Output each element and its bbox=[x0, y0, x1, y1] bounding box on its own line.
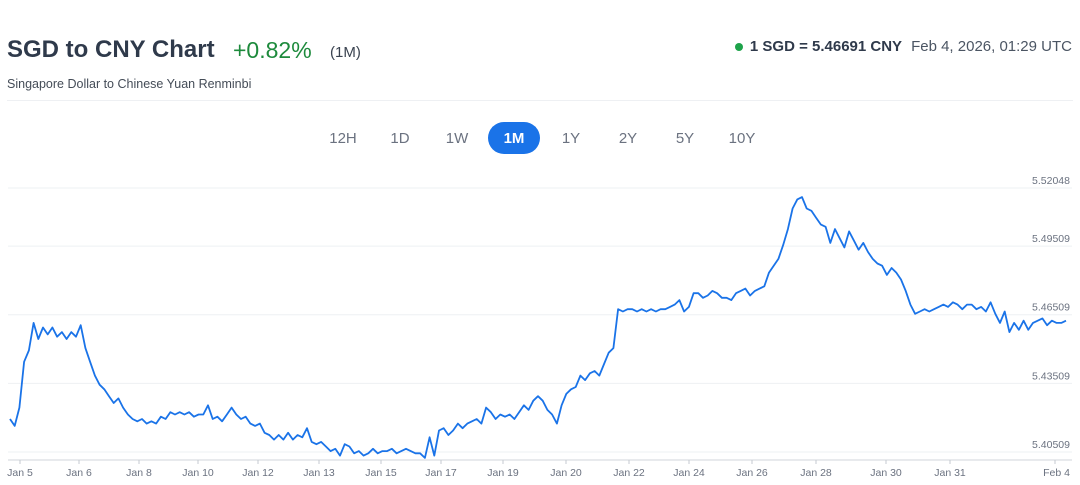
tab-10y[interactable]: 10Y bbox=[728, 129, 756, 147]
change-period: (1M) bbox=[330, 44, 361, 61]
x-tick-label: Jan 8 bbox=[126, 467, 152, 479]
x-tick-label: Jan 12 bbox=[242, 467, 274, 479]
tab-1d[interactable]: 1D bbox=[390, 129, 410, 147]
period-tabs: 12H 1D 1W 1M 1Y 2Y 5Y 10Y bbox=[317, 122, 773, 154]
rate-value: 1 SGD = 5.46691 CNY bbox=[749, 38, 903, 55]
page-title: SGD to CNY Chart bbox=[7, 36, 215, 63]
y-tick-label: 5.49509 bbox=[1032, 233, 1070, 245]
x-tick-label: Feb 4 bbox=[1043, 467, 1070, 479]
x-tick-label: Jan 17 bbox=[425, 467, 457, 479]
x-tick-label: Jan 13 bbox=[303, 467, 335, 479]
x-tick-label: Jan 24 bbox=[673, 467, 705, 479]
y-tick-label: 5.46509 bbox=[1032, 302, 1070, 314]
x-tick-label: Jan 28 bbox=[800, 467, 832, 479]
x-tick-label: Jan 22 bbox=[613, 467, 645, 479]
tab-1y[interactable]: 1Y bbox=[561, 129, 581, 147]
y-tick-label: 5.40509 bbox=[1032, 439, 1070, 451]
tab-12h[interactable]: 12H bbox=[329, 129, 357, 147]
page-subtitle: Singapore Dollar to Chinese Yuan Renminb… bbox=[7, 77, 252, 91]
x-tick-label: Jan 20 bbox=[550, 467, 582, 479]
x-tick-label: Jan 31 bbox=[934, 467, 966, 479]
x-tick-label: Jan 6 bbox=[66, 467, 92, 479]
y-axis-labels: 5.52048 5.49509 5.46509 5.43509 5.40509 bbox=[1032, 175, 1070, 451]
chart-grid bbox=[8, 187, 1072, 453]
y-tick-label: 5.43509 bbox=[1032, 370, 1070, 382]
live-status-icon bbox=[734, 42, 743, 51]
x-tick-label: Jan 30 bbox=[870, 467, 902, 479]
rate-timestamp: Feb 4, 2026, 01:29 UTC bbox=[911, 38, 1072, 55]
tab-1m[interactable]: 1M bbox=[488, 122, 540, 154]
tab-1w[interactable]: 1W bbox=[445, 129, 469, 147]
x-axis-labels: Jan 5 Jan 6 Jan 8 Jan 10 Jan 12 Jan 13 Jan 15 J… bbox=[7, 460, 1070, 479]
current-rate: 1 SGD = 5.46691 CNY Feb 4, 2026, 01:29 U… bbox=[734, 38, 1072, 55]
x-tick-label: Jan 10 bbox=[182, 467, 214, 479]
tab-5y[interactable]: 5Y bbox=[675, 129, 695, 147]
rate-series-line bbox=[9, 196, 1067, 459]
tab-2y[interactable]: 2Y bbox=[618, 129, 638, 147]
header-divider bbox=[7, 100, 1073, 101]
x-tick-label: Jan 5 bbox=[7, 467, 33, 479]
x-tick-label: Jan 26 bbox=[736, 467, 768, 479]
x-tick-label: Jan 19 bbox=[487, 467, 519, 479]
change-percent: +0.82% bbox=[233, 37, 312, 63]
y-tick-label: 5.52048 bbox=[1032, 175, 1070, 187]
x-tick-label: Jan 15 bbox=[365, 467, 397, 479]
